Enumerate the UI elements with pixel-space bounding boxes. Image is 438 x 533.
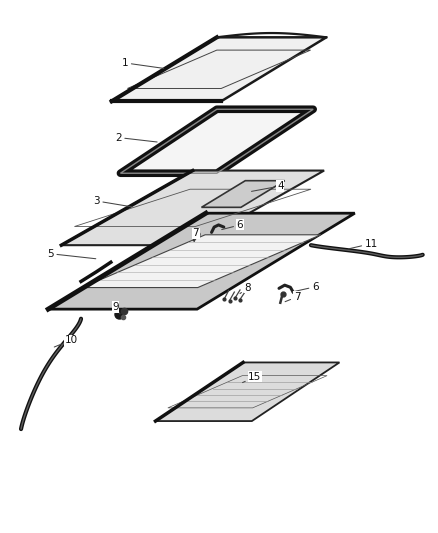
Text: 8: 8 [240, 283, 251, 294]
Polygon shape [82, 235, 321, 288]
Polygon shape [48, 213, 355, 309]
Text: 15: 15 [243, 372, 261, 383]
Text: 3: 3 [93, 196, 132, 207]
Polygon shape [112, 37, 326, 101]
Text: 1: 1 [121, 58, 164, 68]
Text: 7: 7 [285, 292, 300, 302]
Text: 2: 2 [115, 133, 157, 142]
Text: 7: 7 [192, 229, 199, 240]
Polygon shape [201, 181, 285, 207]
Text: 5: 5 [47, 249, 96, 259]
Text: 10: 10 [54, 335, 78, 347]
Polygon shape [120, 109, 313, 173]
Polygon shape [61, 171, 324, 245]
Text: 11: 11 [349, 239, 378, 249]
Text: 4: 4 [251, 181, 284, 191]
Polygon shape [155, 362, 339, 421]
Text: 6: 6 [222, 220, 244, 230]
Text: 9: 9 [112, 302, 120, 314]
Text: 6: 6 [292, 282, 319, 292]
